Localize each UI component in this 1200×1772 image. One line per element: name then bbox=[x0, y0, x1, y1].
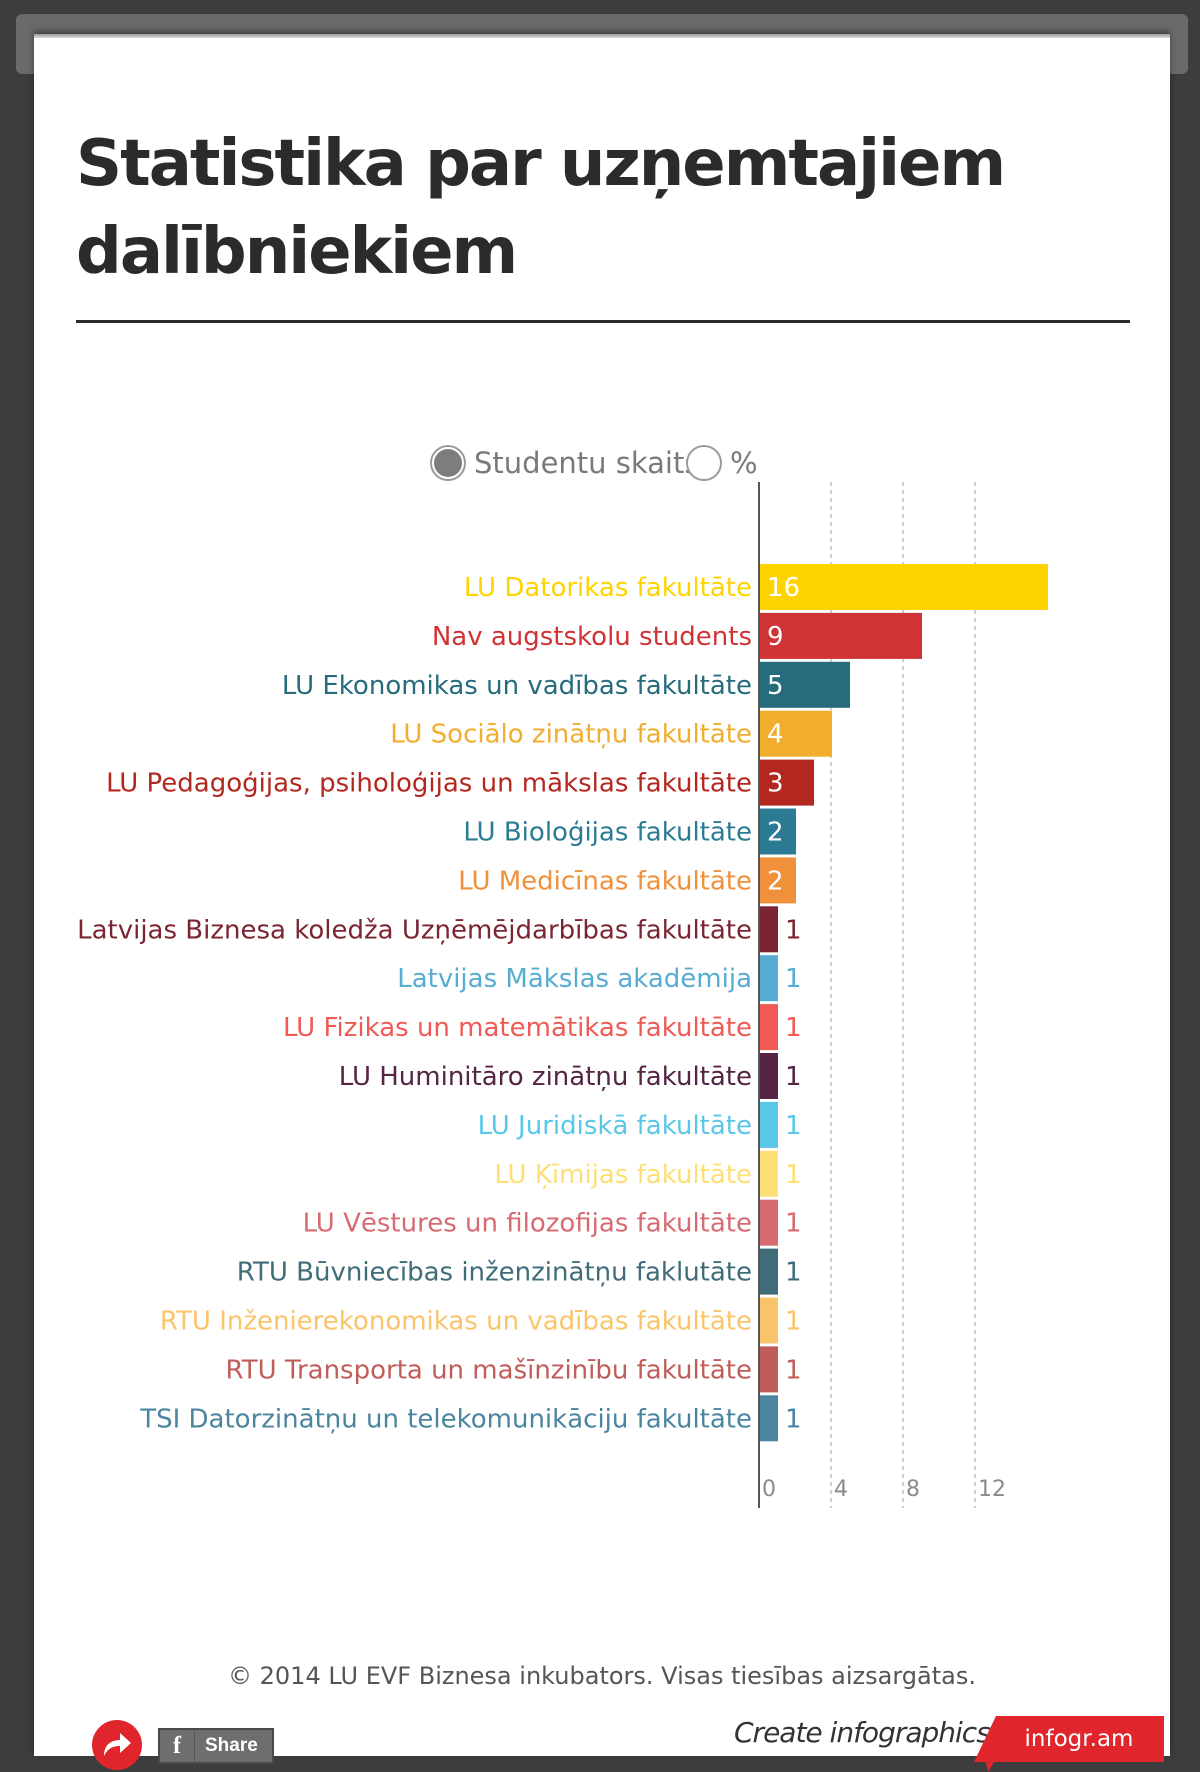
value-label: 3 bbox=[767, 769, 784, 799]
toggle-count-label: Studentu skaits bbox=[474, 446, 700, 480]
bar bbox=[760, 955, 778, 1002]
category-label: LU Pedagoģijas, psiholoģijas un mākslas … bbox=[106, 769, 752, 799]
bar bbox=[760, 759, 814, 806]
value-label: 1 bbox=[785, 964, 802, 994]
x-tick-label: 8 bbox=[906, 1477, 920, 1502]
category-label: Latvijas Mākslas akadēmija bbox=[397, 964, 752, 994]
category-label: LU Juridiskā fakultāte bbox=[478, 1111, 752, 1141]
value-label: 9 bbox=[767, 622, 784, 652]
bar bbox=[760, 1199, 778, 1246]
category-label: TSI Datorzinātņu un telekomunikāciju fak… bbox=[139, 1404, 752, 1434]
category-label: RTU Būvniecības inženzinātņu faklutāte bbox=[237, 1258, 752, 1288]
brand-label: infogr.am bbox=[1024, 1726, 1134, 1752]
x-tick-label: 4 bbox=[834, 1477, 848, 1502]
radio-percent[interactable] bbox=[686, 445, 722, 481]
value-label: 1 bbox=[785, 1209, 802, 1239]
radio-count[interactable] bbox=[430, 445, 466, 481]
title-underline bbox=[76, 320, 1130, 323]
bar bbox=[760, 857, 796, 904]
category-label: RTU Inženierekonomikas un vadības fakult… bbox=[160, 1307, 752, 1337]
category-label: LU Medicīnas fakultāte bbox=[458, 866, 752, 896]
bar bbox=[760, 808, 796, 855]
category-label: Latvijas Biznesa koledža Uzņēmējdarbības… bbox=[77, 915, 752, 945]
value-label: 2 bbox=[767, 866, 784, 896]
card-top-edge bbox=[34, 34, 1170, 38]
create-infographics-text: Create infographics bbox=[734, 1716, 991, 1749]
toggle-percent[interactable]: % bbox=[686, 440, 758, 486]
value-label: 1 bbox=[785, 1258, 802, 1288]
category-label: LU Datorikas fakultāte bbox=[464, 573, 752, 603]
value-label: 1 bbox=[785, 1160, 802, 1190]
bar bbox=[760, 710, 832, 757]
category-label: LU Vēstures un filozofijas fakultāte bbox=[303, 1209, 752, 1239]
category-label: LU Ekonomikas un vadības fakultāte bbox=[282, 671, 752, 701]
bar bbox=[760, 1297, 778, 1344]
value-label: 4 bbox=[767, 720, 784, 750]
value-label: 2 bbox=[767, 818, 784, 848]
facebook-share-button[interactable]: f Share bbox=[158, 1728, 274, 1764]
category-label: LU Sociālo zinātņu fakultāte bbox=[390, 720, 752, 750]
category-label: LU Ķīmijas fakultāte bbox=[494, 1160, 752, 1190]
radio-selected-dot bbox=[434, 449, 462, 477]
bar bbox=[760, 564, 1048, 610]
bar bbox=[760, 1395, 778, 1442]
copyright-text: © 2014 LU EVF Biznesa inkubators. Visas … bbox=[228, 1662, 976, 1690]
category-label: LU Huminitāro zinātņu fakultāte bbox=[339, 1062, 752, 1092]
infographic-card: Statistika par uzņemtajiem dalībniekiem … bbox=[34, 34, 1170, 1772]
value-label: 1 bbox=[785, 1355, 802, 1385]
facebook-icon: f bbox=[160, 1730, 195, 1762]
category-label: Nav augstskolu students bbox=[432, 622, 752, 652]
bar bbox=[760, 1053, 778, 1099]
toggle-percent-label: % bbox=[730, 446, 758, 480]
value-label: 5 bbox=[767, 671, 784, 701]
value-label: 1 bbox=[785, 1307, 802, 1337]
toggle-count[interactable]: Studentu skaits bbox=[430, 440, 699, 486]
x-tick-label: 12 bbox=[978, 1477, 1006, 1502]
share-arrow-button[interactable] bbox=[92, 1720, 142, 1770]
value-label: 1 bbox=[785, 1013, 802, 1043]
infogram-brand-link[interactable]: infogr.am bbox=[974, 1716, 1164, 1772]
bar bbox=[760, 661, 850, 708]
bar bbox=[760, 1248, 778, 1295]
bar bbox=[760, 906, 778, 953]
share-arrow-icon bbox=[104, 1733, 131, 1756]
value-label: 1 bbox=[785, 1111, 802, 1141]
category-label: RTU Transporta un mašīnzinību fakultāte bbox=[226, 1355, 752, 1385]
category-label: LU Fizikas un matemātikas fakultāte bbox=[283, 1013, 752, 1043]
value-label: 1 bbox=[785, 1404, 802, 1434]
bar bbox=[760, 612, 922, 659]
category-label: LU Bioloģijas fakultāte bbox=[463, 818, 752, 848]
bar bbox=[760, 1004, 778, 1051]
share-label: Share bbox=[205, 1735, 258, 1756]
bar bbox=[760, 1101, 778, 1148]
page-title: Statistika par uzņemtajiem dalībniekiem bbox=[76, 127, 1006, 289]
bar bbox=[760, 1150, 778, 1197]
value-label: 1 bbox=[785, 915, 802, 945]
value-label: 1 bbox=[785, 1062, 802, 1092]
value-label: 16 bbox=[767, 573, 800, 603]
x-tick-label: 0 bbox=[762, 1477, 776, 1502]
bar bbox=[760, 1346, 778, 1393]
